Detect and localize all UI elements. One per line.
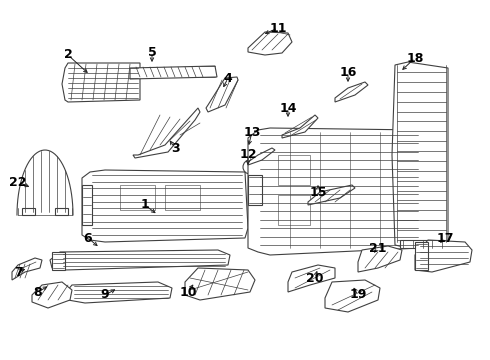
Polygon shape	[185, 268, 255, 300]
Polygon shape	[82, 170, 248, 242]
Polygon shape	[52, 252, 65, 270]
Polygon shape	[415, 242, 428, 270]
Polygon shape	[82, 185, 92, 225]
Polygon shape	[288, 265, 335, 292]
Polygon shape	[248, 32, 292, 55]
Polygon shape	[32, 282, 72, 308]
Text: 15: 15	[309, 185, 327, 198]
Polygon shape	[22, 208, 35, 215]
Polygon shape	[130, 66, 217, 79]
Text: 10: 10	[179, 285, 197, 298]
Text: 8: 8	[34, 285, 42, 298]
Text: 7: 7	[14, 266, 23, 279]
Polygon shape	[50, 250, 230, 270]
Polygon shape	[392, 62, 448, 248]
Polygon shape	[282, 115, 318, 138]
Polygon shape	[248, 175, 262, 205]
Polygon shape	[120, 185, 155, 210]
Text: 13: 13	[244, 126, 261, 139]
Text: 11: 11	[269, 22, 287, 35]
Text: 4: 4	[223, 72, 232, 85]
Polygon shape	[165, 185, 200, 210]
Text: 9: 9	[100, 288, 109, 302]
Text: 18: 18	[406, 51, 424, 64]
Text: 14: 14	[279, 102, 297, 114]
Polygon shape	[325, 280, 380, 312]
Polygon shape	[248, 128, 425, 255]
Text: 16: 16	[339, 66, 357, 78]
Text: 22: 22	[9, 175, 27, 189]
Polygon shape	[278, 155, 310, 185]
Polygon shape	[400, 240, 445, 248]
Polygon shape	[12, 258, 42, 280]
Text: 19: 19	[349, 288, 367, 302]
Polygon shape	[335, 82, 368, 102]
Polygon shape	[248, 148, 275, 165]
Text: 12: 12	[239, 148, 257, 162]
Polygon shape	[133, 108, 200, 158]
Text: 5: 5	[147, 45, 156, 58]
Polygon shape	[308, 185, 355, 205]
Text: 6: 6	[84, 231, 92, 244]
Polygon shape	[415, 240, 472, 272]
Text: 1: 1	[141, 198, 149, 211]
Text: 21: 21	[369, 242, 387, 255]
Text: 2: 2	[64, 49, 73, 62]
Polygon shape	[358, 246, 402, 272]
Polygon shape	[62, 63, 140, 102]
Text: 3: 3	[171, 141, 179, 154]
Polygon shape	[55, 208, 68, 215]
Text: 20: 20	[306, 271, 324, 284]
Text: 17: 17	[436, 231, 454, 244]
Polygon shape	[206, 77, 238, 112]
Polygon shape	[278, 195, 310, 225]
Polygon shape	[66, 282, 172, 303]
